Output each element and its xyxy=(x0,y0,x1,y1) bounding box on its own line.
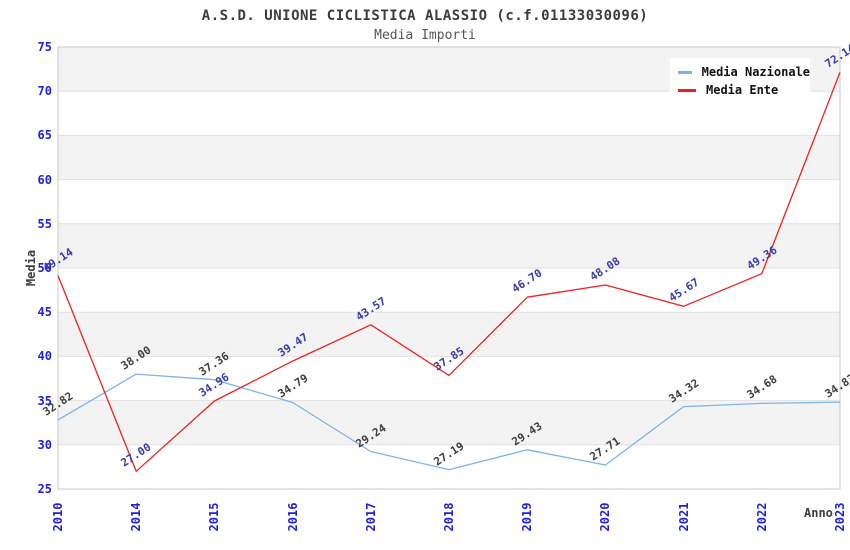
legend-label-media-ente: Media Ente xyxy=(706,83,779,97)
plot-band xyxy=(58,179,840,224)
series-line-media-ente xyxy=(57,72,841,472)
y-tick-label: 50 xyxy=(37,261,52,275)
plot-border xyxy=(57,46,841,490)
plot-band xyxy=(58,135,840,180)
plot-band xyxy=(58,223,840,268)
y-tick-label: 75 xyxy=(37,40,52,54)
legend-label-media-nazionale: Media Nazionale xyxy=(701,65,810,79)
x-tick-label: 2014 xyxy=(129,502,144,532)
x-tick-label: 2022 xyxy=(754,502,769,532)
x-tick-label: 2019 xyxy=(520,502,535,532)
chart-title: A.S.D. UNIONE CICLISTICA ALASSIO (c.f.01… xyxy=(201,8,649,24)
x-tick-label: 2016 xyxy=(285,502,300,532)
media-nazionale-line-swatch-icon xyxy=(678,70,692,74)
x-tick-label: 2010 xyxy=(51,502,65,532)
media-ente-line-swatch-icon xyxy=(678,88,696,92)
y-tick-label: 45 xyxy=(37,305,52,320)
y-tick-label: 40 xyxy=(37,349,52,364)
x-tick-label: 2023 xyxy=(833,502,847,532)
y-tick-label: 70 xyxy=(37,84,52,99)
y-tick-label: 60 xyxy=(37,172,52,187)
plot-band xyxy=(58,444,840,489)
plot-band xyxy=(58,356,840,401)
chart-subtitle: Media Importi xyxy=(374,28,476,43)
y-tick-label: 35 xyxy=(37,393,52,408)
x-tick-label: 2015 xyxy=(207,502,222,532)
y-tick-label: 65 xyxy=(37,128,52,143)
x-tick-label: 2020 xyxy=(598,502,613,532)
y-tick-label: 25 xyxy=(37,482,52,496)
legend-item-media-ente: Media Ente xyxy=(678,81,810,99)
x-tick-label: 2021 xyxy=(676,502,691,532)
legend-item-media-nazionale: Media Nazionale xyxy=(678,63,810,81)
plot-band xyxy=(58,312,840,357)
x-axis-title: Anno xyxy=(804,506,833,520)
plot-band xyxy=(58,268,840,313)
series-line-media-nazionale xyxy=(57,373,841,471)
x-tick-label: 2017 xyxy=(363,502,378,532)
plot-band xyxy=(58,400,840,445)
y-tick-label: 55 xyxy=(37,216,52,231)
y-tick-label: 30 xyxy=(37,437,52,452)
y-axis-title: Media xyxy=(24,249,38,287)
x-tick-label: 2018 xyxy=(442,502,456,532)
legend: Media Nazionale Media Ente xyxy=(670,58,810,102)
